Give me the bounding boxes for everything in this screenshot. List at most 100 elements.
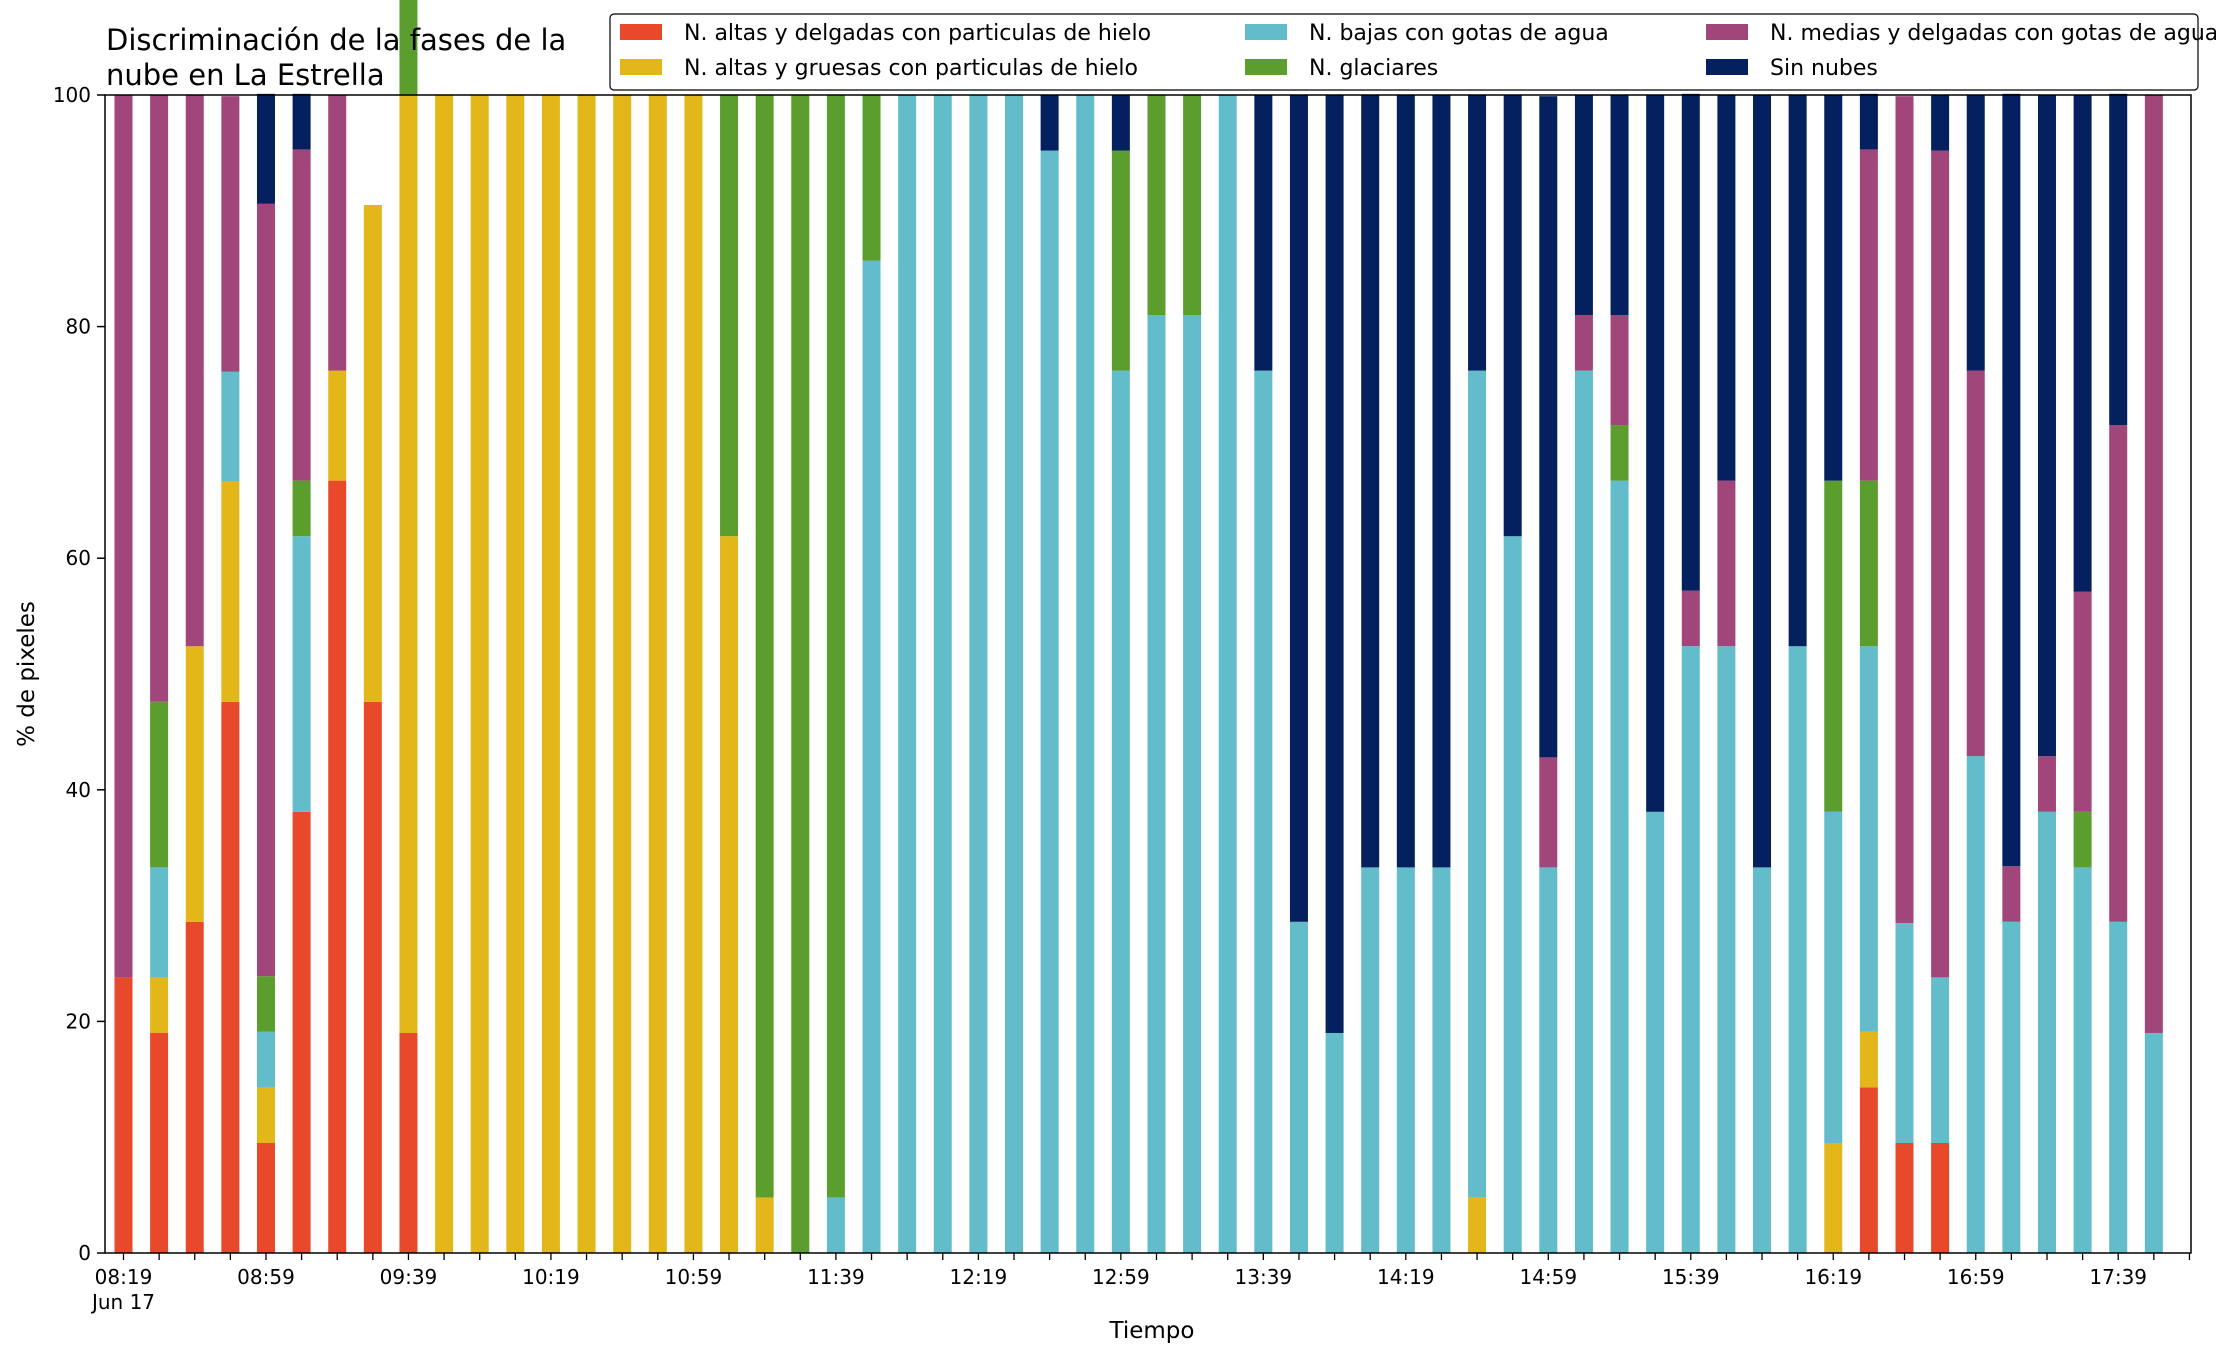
y-tick-label: 20: [66, 1009, 91, 1033]
bar-segment: [1432, 867, 1451, 1253]
bar-segment: [2037, 756, 2056, 812]
bar-segment: [1966, 756, 1985, 1253]
bar-segment: [2002, 866, 2021, 922]
bar-segment: [1966, 370, 1985, 757]
bar-segment: [292, 480, 311, 537]
bar-segment: [150, 977, 169, 1033]
bar-segment: [2002, 921, 2021, 1253]
x-tick-label: 14:19: [1377, 1265, 1435, 1289]
legend-swatch: [1245, 24, 1287, 40]
bar-segment: [1076, 95, 1095, 1253]
bar-segment: [150, 867, 169, 978]
x-tick-label: 10:19: [522, 1265, 580, 1289]
bar-segment: [2002, 93, 2021, 867]
bar-segment: [2073, 811, 2092, 868]
bar-segment: [933, 95, 952, 1253]
bar-segment: [185, 646, 204, 922]
bar-segment: [1468, 370, 1487, 1198]
bar-segment: [2073, 591, 2092, 812]
bar-segment: [1111, 150, 1130, 371]
legend-swatch: [1706, 59, 1748, 75]
bar-segment: [1396, 95, 1415, 868]
bar-segment: [506, 95, 525, 1253]
bar-segment: [328, 95, 347, 371]
bar-segment: [363, 205, 382, 702]
bar-segment: [1147, 315, 1166, 1253]
bar-segment: [292, 149, 311, 481]
y-axis-label: % de pixeles: [14, 601, 40, 747]
bar-segment: [1610, 425, 1629, 481]
bar-segment: [1753, 95, 1772, 868]
bar-segment: [1717, 480, 1736, 647]
bar-segment: [399, 95, 418, 1033]
bar-segment: [2144, 1032, 2163, 1253]
x-tick-label: 10:59: [665, 1265, 723, 1289]
x-axis: 08:19 08:59 09:39 10:19 10:59 11:39 12:19 12:59…: [90, 1253, 2191, 1314]
bar-segment: [755, 1197, 774, 1253]
bar-segment: [256, 203, 275, 977]
bar-segment: [221, 371, 240, 482]
bar-segment: [221, 701, 240, 1253]
bar-segment: [1610, 315, 1629, 426]
bar-segment: [1539, 867, 1558, 1253]
bar-segment: [2073, 95, 2092, 592]
bar-segment: [1859, 646, 1878, 1032]
bar-segment: [1147, 95, 1166, 316]
bar-segment: [969, 95, 988, 1253]
bar-segment: [1931, 977, 1950, 1143]
legend-label: N. altas y delgadas con particulas de hi…: [684, 21, 1151, 46]
y-tick-label: 80: [66, 315, 91, 339]
x-tick-label: 11:39: [807, 1265, 865, 1289]
bar-segment: [328, 370, 347, 481]
bar-segment: [1503, 536, 1522, 1253]
bar-segment: [1859, 149, 1878, 481]
bar-segment: [114, 977, 133, 1253]
legend-items: N. altas y delgadas con particulas de hi…: [620, 21, 2216, 81]
bar-segment: [1681, 646, 1700, 1253]
bar-segment: [720, 536, 739, 1253]
bar-segment: [1895, 922, 1914, 1143]
legend-label: N. glaciares: [1309, 56, 1438, 81]
bar-segment: [1931, 1142, 1950, 1253]
bar-segment: [1681, 93, 1700, 591]
bar-segment: [1396, 867, 1415, 1253]
bar-segment: [1824, 1142, 1843, 1253]
bar-segment: [1610, 95, 1629, 316]
legend: N. altas y delgadas con particulas de hi…: [609, 13, 2216, 91]
bar-segment: [613, 95, 632, 1253]
bar-segment: [2037, 811, 2056, 1253]
bar-segment: [185, 921, 204, 1253]
bar-segment: [1325, 95, 1344, 1033]
bar-segment: [1646, 95, 1665, 812]
bar-segment: [435, 95, 454, 1253]
bar-segment: [150, 95, 169, 702]
bar-segment: [1432, 95, 1451, 868]
bar-segment: [221, 96, 240, 372]
bar-segment: [1574, 370, 1593, 1254]
x-tick-label: 08:59: [237, 1265, 295, 1289]
bar-segment: [755, 95, 774, 1198]
x-tick-label: 15:39: [1662, 1265, 1720, 1289]
bar-segment: [1503, 95, 1522, 537]
bar-segment: [1717, 646, 1736, 1253]
bar-segment: [1183, 315, 1202, 1253]
bar-segment: [1859, 480, 1878, 647]
bar-segment: [1931, 95, 1950, 151]
bar-segment: [1325, 1032, 1344, 1253]
bar-segment: [1539, 96, 1558, 758]
x-tick-label: 12:59: [1092, 1265, 1150, 1289]
bar-segment: [1966, 95, 1985, 371]
bar-segment: [1574, 95, 1593, 316]
bar-segment: [1111, 370, 1130, 1254]
plot-frame: [104, 94, 2192, 1254]
bar-segment: [1824, 480, 1843, 812]
bar-segment: [1574, 315, 1593, 371]
bar-segment: [1717, 95, 1736, 481]
bar-segment: [862, 95, 881, 261]
bars-layer: [114, 0, 2163, 1254]
x-tick-label: 14:59: [1519, 1265, 1577, 1289]
bar-segment: [648, 95, 667, 1253]
x-tick-label: 12:19: [950, 1265, 1008, 1289]
bar-segment: [1289, 95, 1308, 922]
bar-segment: [791, 95, 810, 1253]
